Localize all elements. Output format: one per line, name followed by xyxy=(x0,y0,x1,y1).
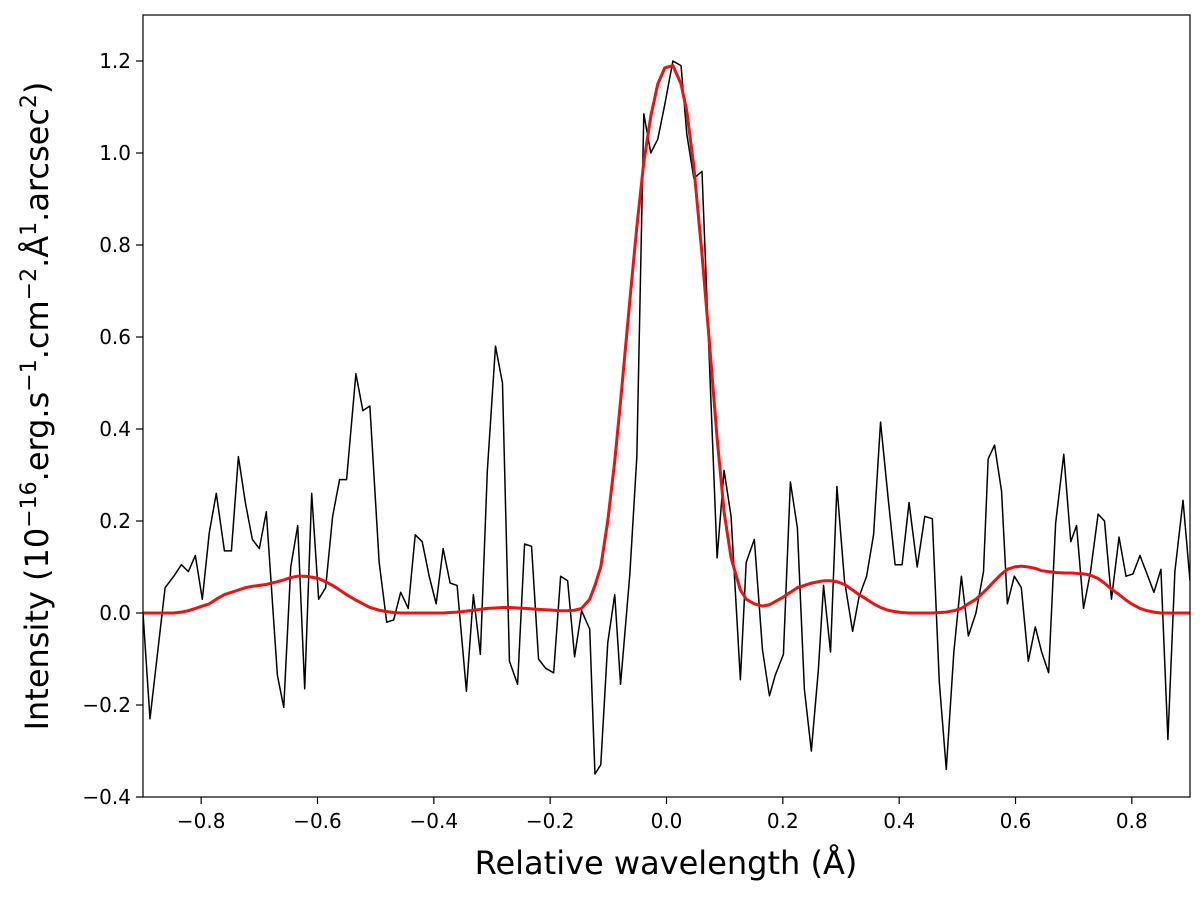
y-tick-label: 0.2 xyxy=(99,509,131,533)
y-label-superscript: 2 xyxy=(17,94,42,108)
x-tick-label: 0.4 xyxy=(883,809,915,833)
y-tick-label: 0.8 xyxy=(99,233,131,257)
plot-frame xyxy=(142,14,1191,798)
y-label-part: .Å xyxy=(18,236,56,268)
data-line xyxy=(143,60,1190,775)
plot-area xyxy=(143,60,1190,775)
y-tick-label: −0.2 xyxy=(82,693,131,717)
y-axis-label: Intensity (10−16.erg.s−1.cm−2.Å1.arcsec2… xyxy=(17,82,57,731)
y-tick-label: 1.0 xyxy=(99,141,131,165)
y-tick-label: 0.6 xyxy=(99,325,131,349)
y-label-part: ) xyxy=(18,82,56,94)
y-label-part: .arcsec xyxy=(18,108,56,222)
x-tick-label: 0.2 xyxy=(767,809,799,833)
x-axis-label: Relative wavelength (Å) xyxy=(475,844,858,882)
y-label-part: .erg.s xyxy=(18,392,56,482)
x-tick-label: 0.6 xyxy=(1000,809,1032,833)
x-tick-label: −0.8 xyxy=(177,809,226,833)
x-tick-label: −0.4 xyxy=(410,809,459,833)
y-label-superscript: −16 xyxy=(17,481,42,527)
y-label-superscript: −2 xyxy=(17,268,42,300)
y-label-superscript: 1 xyxy=(17,222,42,236)
x-tick-label: 0.8 xyxy=(1116,809,1148,833)
x-tick-label: −0.6 xyxy=(293,809,342,833)
y-label-part: Intensity (10 xyxy=(18,528,56,731)
y-tick-label: 0.4 xyxy=(99,417,131,441)
y-label-part: .cm xyxy=(18,300,56,359)
x-tick-label: 0.0 xyxy=(651,809,683,833)
x-tick-label: −0.2 xyxy=(526,809,575,833)
y-tick-label: 0.0 xyxy=(99,601,131,625)
y-tick-label: −0.4 xyxy=(82,785,131,809)
y-label-superscript: −1 xyxy=(17,359,42,391)
y-tick-label: 1.2 xyxy=(99,49,131,73)
data-line xyxy=(143,64,1190,615)
